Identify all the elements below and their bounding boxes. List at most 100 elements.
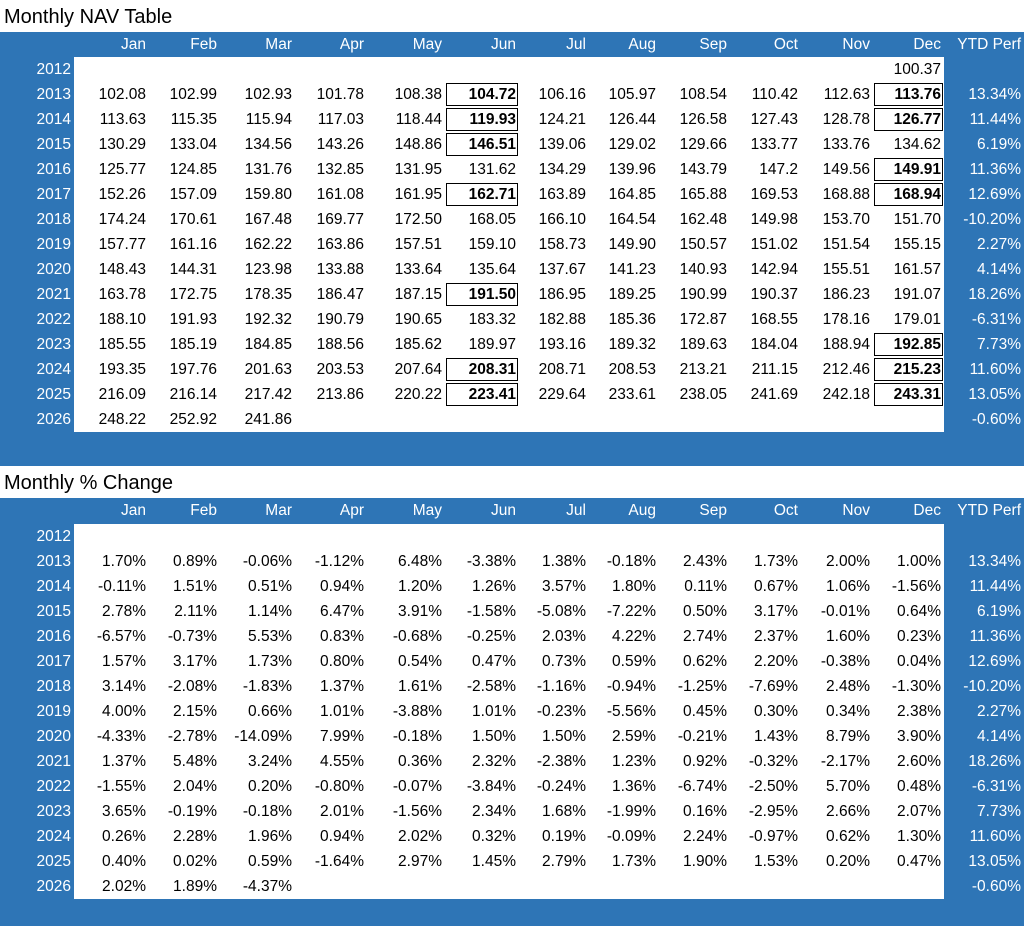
value-cell: 0.59%	[220, 849, 295, 874]
value-cell: 0.50%	[659, 599, 730, 624]
value-cell: 2.97%	[367, 849, 445, 874]
value-cell: 2.01%	[295, 799, 367, 824]
value-cell: 166.10	[519, 207, 589, 232]
value-cell: 188.56	[295, 332, 367, 357]
value-cell: 185.19	[149, 332, 220, 357]
ytd-cell: -10.20%	[944, 207, 1024, 232]
value-cell: 1.36%	[589, 774, 659, 799]
value-cell: 190.99	[659, 282, 730, 307]
month-header: Aug	[589, 498, 659, 524]
value-cell: 1.57%	[74, 649, 149, 674]
value-cell: 2.37%	[730, 624, 801, 649]
header-corner	[0, 498, 74, 524]
value-cell: 189.63	[659, 332, 730, 357]
value-cell: 143.26	[295, 132, 367, 157]
value-cell: 2.74%	[659, 624, 730, 649]
value-cell: 131.95	[367, 157, 445, 182]
year-label: 2021	[0, 749, 74, 774]
ytd-cell: -0.60%	[944, 874, 1024, 899]
value-cell: 3.90%	[873, 724, 944, 749]
value-cell	[149, 524, 220, 549]
value-cell: 0.04%	[873, 649, 944, 674]
value-cell: 2.07%	[873, 799, 944, 824]
value-cell: 161.16	[149, 232, 220, 257]
value-cell: 0.40%	[74, 849, 149, 874]
value-cell: 2.02%	[367, 824, 445, 849]
value-cell: 216.09	[74, 382, 149, 407]
value-cell: 1.06%	[801, 574, 873, 599]
value-cell	[730, 524, 801, 549]
value-cell: 134.56	[220, 132, 295, 157]
value-cell: 174.24	[74, 207, 149, 232]
value-cell: 2.48%	[801, 674, 873, 699]
ytd-cell: 11.60%	[944, 824, 1024, 849]
table-row: 2018 3.14% -2.08% -1.83% 1.37% 1.61% -2.58% -1.…	[0, 674, 1024, 699]
value-cell: 193.16	[519, 332, 589, 357]
month-header: Jan	[74, 32, 149, 57]
value-cell: 115.35	[149, 107, 220, 132]
table-row: 2016 -6.57% -0.73% 5.53% 0.83% -0.68% -0.25% 2.…	[0, 624, 1024, 649]
value-cell: -2.50%	[730, 774, 801, 799]
value-cell: -0.80%	[295, 774, 367, 799]
value-cell: 159.10	[445, 232, 519, 257]
month-header: Sep	[659, 32, 730, 57]
value-cell: 6.48%	[367, 549, 445, 574]
value-cell: -4.37%	[220, 874, 295, 899]
value-cell: 233.61	[589, 382, 659, 407]
value-cell: 155.15	[873, 232, 944, 257]
table-row: 2017 1.57% 3.17% 1.73% 0.80% 0.54% 0.47% 0.73% 0…	[0, 649, 1024, 674]
value-cell	[519, 407, 589, 432]
value-cell: 0.47%	[445, 649, 519, 674]
value-cell: 0.54%	[367, 649, 445, 674]
value-cell: 0.32%	[445, 824, 519, 849]
month-header: May	[367, 498, 445, 524]
value-cell: 168.05	[445, 207, 519, 232]
value-cell: -0.21%	[659, 724, 730, 749]
month-header: Jan	[74, 498, 149, 524]
value-cell: 158.73	[519, 232, 589, 257]
value-cell: 124.85	[149, 157, 220, 182]
value-cell: 172.75	[149, 282, 220, 307]
value-cell: 113.63	[74, 107, 149, 132]
value-cell: 1.43%	[730, 724, 801, 749]
ytd-cell: 13.05%	[944, 849, 1024, 874]
value-cell: 0.94%	[295, 824, 367, 849]
table-row: 2014 113.63 115.35 115.94 117.03 118.44 119.93…	[0, 107, 1024, 132]
value-cell: 2.78%	[74, 599, 149, 624]
value-cell: 3.17%	[149, 649, 220, 674]
value-cell: -2.08%	[149, 674, 220, 699]
year-label: 2016	[0, 624, 74, 649]
value-cell: 131.62	[445, 157, 519, 182]
value-cell: 144.31	[149, 257, 220, 282]
value-cell: 248.22	[74, 407, 149, 432]
value-cell: 1.73%	[589, 849, 659, 874]
value-cell: 157.51	[367, 232, 445, 257]
value-cell	[589, 874, 659, 899]
value-cell	[659, 874, 730, 899]
table-row: 2026 248.22 252.92 241.86 -0.60%	[0, 407, 1024, 432]
value-cell	[519, 57, 589, 82]
value-cell: 0.67%	[730, 574, 801, 599]
value-cell: -0.23%	[519, 699, 589, 724]
value-cell: 243.31	[873, 382, 944, 407]
value-cell: 1.26%	[445, 574, 519, 599]
value-cell: 223.41	[445, 382, 519, 407]
value-cell	[445, 407, 519, 432]
year-label: 2022	[0, 307, 74, 332]
value-cell: 126.44	[589, 107, 659, 132]
value-cell: 212.46	[801, 357, 873, 382]
value-cell: 2.02%	[74, 874, 149, 899]
month-header: Feb	[149, 498, 220, 524]
table-row: 2013 102.08 102.99 102.93 101.78 108.38 104.72…	[0, 82, 1024, 107]
nav-table-title: Monthly NAV Table	[4, 6, 173, 28]
value-cell: 167.48	[220, 207, 295, 232]
value-cell: 162.71	[445, 182, 519, 207]
month-header: Aug	[589, 32, 659, 57]
value-cell: 110.42	[730, 82, 801, 107]
value-cell	[295, 57, 367, 82]
value-cell: 172.50	[367, 207, 445, 232]
value-cell: 0.59%	[589, 649, 659, 674]
value-cell: 5.48%	[149, 749, 220, 774]
value-cell: -1.99%	[589, 799, 659, 824]
table-row: 2019 4.00% 2.15% 0.66% 1.01% -3.88% 1.01% -0.23…	[0, 699, 1024, 724]
